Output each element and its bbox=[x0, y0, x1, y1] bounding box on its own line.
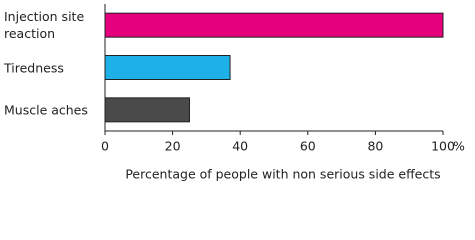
bar bbox=[104, 55, 231, 80]
chart: Percentage of people with non serious si… bbox=[4, 4, 465, 182]
bar bbox=[104, 97, 190, 123]
x-axis-label: Percentage of people with non serious si… bbox=[125, 167, 440, 182]
chart-canvas: Percentage of people with non serious si… bbox=[101, 4, 465, 182]
x-unit-label: % bbox=[453, 139, 465, 154]
x-tick-label: 80 bbox=[367, 139, 383, 154]
x-tick-label: 40 bbox=[232, 139, 248, 154]
y-tick-label: Tiredness bbox=[4, 60, 64, 75]
x-tick-label: 60 bbox=[300, 139, 316, 154]
x-tick-label: 0 bbox=[101, 139, 109, 154]
x-tick-label: 100 bbox=[431, 139, 455, 154]
y-tick-label: Muscle aches bbox=[4, 102, 88, 118]
y-tick-label: Injection site reaction bbox=[4, 9, 85, 42]
bar bbox=[104, 12, 444, 38]
x-tick-label: 20 bbox=[165, 139, 181, 154]
